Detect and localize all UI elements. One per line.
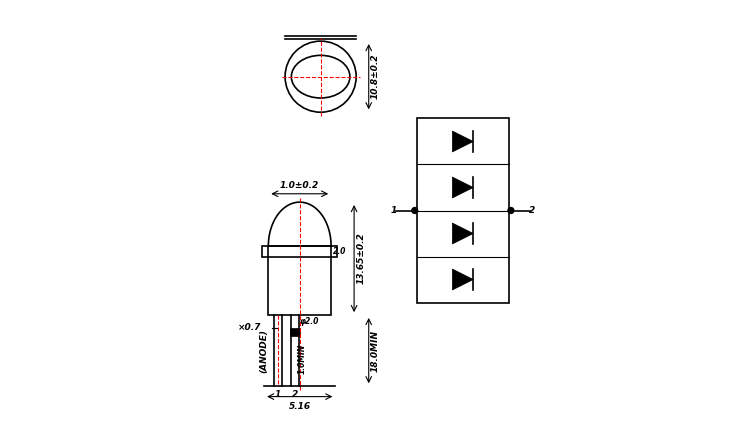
Text: (ANODE): (ANODE) <box>259 329 268 373</box>
Text: 2: 2 <box>292 390 298 400</box>
Polygon shape <box>452 177 473 198</box>
Circle shape <box>412 208 418 213</box>
Text: 1: 1 <box>274 390 281 400</box>
Polygon shape <box>290 328 300 336</box>
Polygon shape <box>452 131 473 152</box>
Text: 10.8±0.2: 10.8±0.2 <box>370 54 380 99</box>
Text: 1.0±0.2: 1.0±0.2 <box>280 181 320 190</box>
Text: 18.0MIN: 18.0MIN <box>370 330 380 372</box>
Circle shape <box>508 208 514 213</box>
Text: 5.16: 5.16 <box>289 402 310 410</box>
Text: 2.0: 2.0 <box>333 247 346 256</box>
Text: 2: 2 <box>529 206 535 215</box>
Text: 1: 1 <box>391 206 397 215</box>
Polygon shape <box>452 223 473 244</box>
Text: 1.0MIN: 1.0MIN <box>298 344 307 373</box>
Text: 13.65±0.2: 13.65±0.2 <box>356 233 365 285</box>
Text: ×0.7: ×0.7 <box>238 323 262 332</box>
Text: φ2.0: φ2.0 <box>300 317 319 325</box>
Polygon shape <box>452 269 473 290</box>
